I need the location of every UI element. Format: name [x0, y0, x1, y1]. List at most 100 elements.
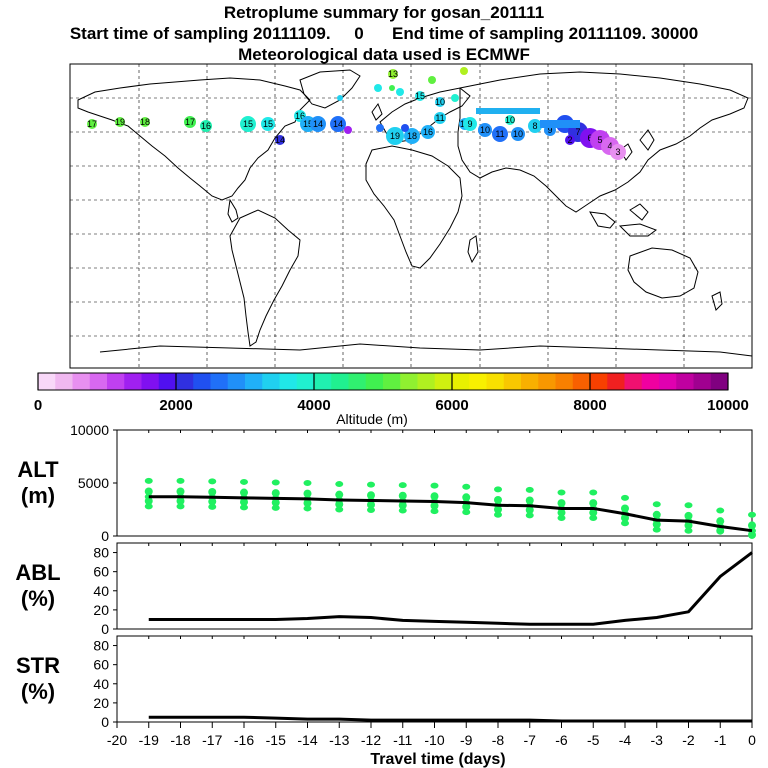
colorbar-swatch — [452, 373, 470, 390]
plume-marker — [200, 120, 212, 132]
plume-marker — [415, 91, 425, 101]
plume-marker — [451, 94, 459, 102]
altitude-scatter-point — [208, 478, 217, 485]
panel-altitude: 0 5000 10000 ALT(m) — [17, 422, 756, 544]
plume-trail — [476, 108, 540, 114]
altitude-scatter-point — [589, 489, 598, 496]
plume-marker — [115, 117, 125, 127]
plume-marker — [492, 126, 508, 142]
plume-marker — [184, 116, 196, 128]
altitude-scatter-point — [430, 508, 439, 515]
altitude-scatter-point — [367, 481, 375, 488]
y-tick-label: 80 — [93, 638, 109, 654]
altitude-scatter-point — [652, 510, 661, 519]
y-tick-label: 0 — [101, 621, 109, 637]
plume-day-label: 15 — [243, 119, 253, 129]
world-map-panel: 1315101719181716151516151414141918161112… — [69, 63, 753, 369]
colorbar-swatch — [624, 373, 643, 390]
altitude-scatter-point — [621, 504, 629, 513]
y-tick-label: 40 — [93, 676, 109, 692]
x-tick-label: -12 — [361, 732, 381, 748]
altitude-scatter-point — [398, 482, 407, 489]
plume-marker — [401, 124, 409, 132]
colorbar-swatch — [331, 373, 349, 390]
colorbar-swatch — [279, 373, 298, 390]
plume-marker — [140, 117, 150, 127]
plume-marker — [396, 88, 404, 96]
panel-ylabel: ABL — [15, 560, 60, 585]
altitude-scatter-point — [271, 504, 280, 511]
colorbar-swatch — [245, 373, 263, 390]
altitude-scatter-point — [684, 511, 693, 520]
colorbar-swatch — [555, 373, 574, 390]
colorbar-swatch — [676, 373, 694, 390]
altitude-scatter-point — [367, 507, 375, 514]
altitude-scatter-point — [557, 499, 566, 508]
colorbar-swatch — [659, 373, 677, 390]
altitude-scatter-point — [176, 503, 185, 510]
altitude-scatter-point — [462, 509, 471, 516]
altitude-scatter-point — [176, 487, 185, 496]
x-tick-label: -5 — [587, 732, 600, 748]
altitude-scatter-point — [398, 491, 407, 500]
series-line — [148, 715, 752, 723]
plume-day-label: 18 — [140, 117, 150, 127]
y-tick-label: 0 — [101, 528, 109, 544]
plume-marker — [87, 119, 97, 129]
colorbar-swatch — [314, 373, 332, 390]
altitude-scatter-point — [240, 478, 248, 485]
plume-day-label: 15 — [303, 119, 313, 129]
colorbar-swatch — [158, 373, 177, 390]
colorbar-swatch — [89, 373, 108, 390]
colorbar-swatch — [176, 373, 194, 390]
x-tick-label: -15 — [266, 732, 286, 748]
plume-day-label: 6 — [587, 133, 592, 143]
altitude-scatter-point — [652, 501, 661, 508]
plume-day-label: 15 — [415, 91, 425, 101]
colorbar-swatch — [72, 373, 91, 390]
plume-day-label: 17 — [185, 117, 195, 127]
panel-str: 0 20 40 60 80 STR(%) — [16, 635, 753, 730]
altitude-scatter-point — [589, 499, 598, 508]
x-tick-label: 0 — [748, 732, 756, 748]
altitude-scatter-point — [208, 488, 217, 497]
plume-marker — [511, 127, 525, 141]
altitude-scatter-point — [240, 488, 248, 497]
x-tick-label: -18 — [170, 732, 190, 748]
x-tick-label: -16 — [234, 732, 254, 748]
x-tick-label: -4 — [619, 732, 632, 748]
altitude-scatter-point — [621, 520, 629, 527]
altitude-scatter-point — [144, 477, 153, 484]
series-line — [148, 495, 753, 533]
plume-marker — [528, 119, 542, 133]
plume-day-label: 17 — [87, 119, 97, 129]
colorbar-swatch — [572, 373, 591, 390]
x-tick-label: -20 — [107, 732, 127, 748]
colorbar-tick-label: 8000 — [573, 397, 606, 414]
x-tick-label: -8 — [492, 732, 505, 748]
plume-marker — [435, 97, 445, 107]
altitude-scatter-point — [525, 512, 534, 519]
plume-marker — [421, 125, 435, 139]
plume-day-label: 16 — [295, 111, 305, 121]
altitude-scatter-point — [430, 492, 439, 501]
altitude-scatter-point — [557, 514, 566, 521]
x-tick-label: -2 — [682, 732, 695, 748]
chart-title: Retroplume summary for gosan_201111 — [223, 3, 545, 22]
altitude-scatter-point — [716, 517, 725, 526]
colorbar-swatch — [141, 373, 160, 390]
y-tick-label: 20 — [93, 695, 109, 711]
altitude-scatter-point — [335, 506, 344, 513]
plume-marker — [275, 135, 285, 145]
plume-day-label: 14 — [275, 135, 285, 145]
panel-abl: 0 20 40 60 80 ABL(%) — [15, 542, 753, 637]
plume-day-label: 19 — [390, 131, 400, 141]
plume-day-label: 10 — [505, 115, 515, 125]
altitude-scatter-point — [621, 494, 629, 501]
plume-day-label: 2 — [567, 135, 572, 145]
plume-marker — [505, 115, 515, 125]
altitude-colorbar: 0 2000 4000 6000 8000 10000 — [34, 372, 749, 414]
y-tick-label: 20 — [93, 602, 109, 618]
plume-day-label: 11 — [495, 129, 504, 139]
